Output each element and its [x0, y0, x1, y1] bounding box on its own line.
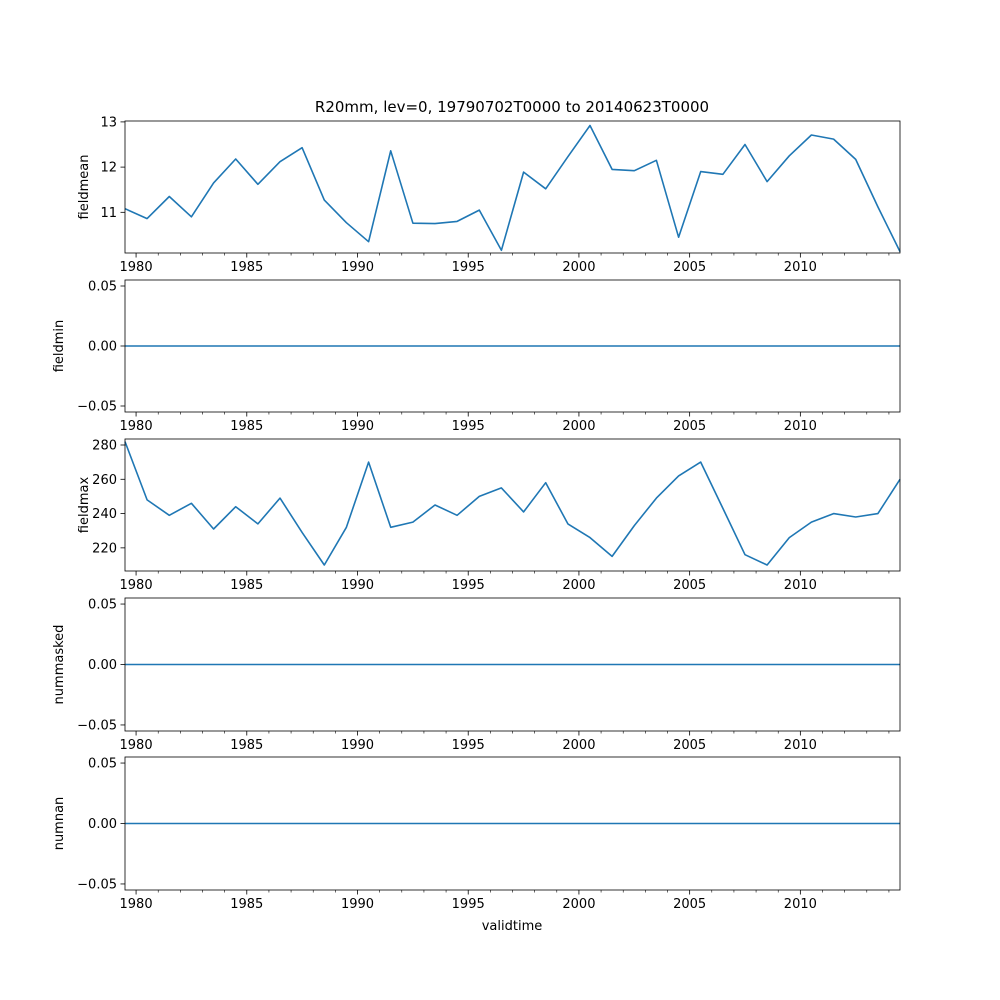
x-tick-label: 2010: [784, 260, 817, 275]
y-axis-label: fieldmin: [52, 320, 67, 373]
x-tick-label: 2005: [673, 738, 706, 753]
x-tick-label: 1990: [341, 419, 374, 434]
x-tick-label: 1995: [452, 738, 485, 753]
y-tick-label: −0.05: [77, 877, 117, 892]
y-tick-label: −0.05: [77, 400, 117, 415]
y-tick-label: 13: [100, 115, 117, 130]
x-tick-label: 1980: [120, 897, 153, 912]
plot-frame: [124, 279, 901, 413]
x-tick-label: 2005: [673, 260, 706, 275]
plot-frame: [124, 438, 901, 572]
plot-frame: [124, 120, 901, 254]
x-tick-label: 2000: [562, 738, 595, 753]
y-tick-label: 11: [100, 206, 117, 221]
x-tick-label: 2010: [784, 897, 817, 912]
x-tick-label: 1980: [120, 260, 153, 275]
x-tick-label: 1980: [120, 738, 153, 753]
subplots: 1980 1985 1990 1995 2000 2005 2010 11 12 13 fieldm…: [52, 115, 901, 912]
x-tick-label: 2005: [673, 419, 706, 434]
chart-title: R20mm, lev=0, 19790702T0000 to 20140623T…: [315, 98, 709, 116]
y-axis-label: numnan: [52, 797, 67, 851]
x-tick-label: 1990: [341, 897, 374, 912]
x-tick-label: 1980: [120, 578, 153, 593]
x-tick-label: 1985: [230, 419, 263, 434]
x-tick-label: 1995: [452, 578, 485, 593]
y-tick-label: 220: [92, 541, 117, 556]
y-tick-label: 260: [92, 473, 117, 488]
y-tick-label: 240: [92, 507, 117, 522]
series-line-fieldmax: [124, 441, 901, 566]
y-tick-label: 0.00: [88, 658, 117, 673]
x-tick-label: 1995: [452, 897, 485, 912]
x-tick-label: 2000: [562, 897, 595, 912]
x-tick-label: 1990: [341, 738, 374, 753]
x-tick-label: 2000: [562, 419, 595, 434]
y-tick-label: 0.00: [88, 340, 117, 355]
x-tick-label: 2005: [673, 897, 706, 912]
y-tick-label: 280: [92, 439, 117, 454]
x-tick-label: 2000: [562, 260, 595, 275]
x-tick-label: 2010: [784, 738, 817, 753]
y-tick-label: −0.05: [77, 718, 117, 733]
x-tick-label: 2000: [562, 578, 595, 593]
plot-frame: [124, 597, 901, 732]
x-tick-label: 1990: [341, 578, 374, 593]
x-tick-label: 1985: [230, 897, 263, 912]
x-tick-label: 1995: [452, 260, 485, 275]
series-line-fieldmean: [124, 124, 901, 252]
y-axis-label: fieldmax: [77, 477, 92, 534]
x-tick-label: 2010: [784, 419, 817, 434]
x-tick-label: 1985: [230, 738, 263, 753]
y-tick-label: 0.05: [88, 280, 117, 295]
y-tick-label: 0.05: [88, 598, 117, 613]
x-tick-label: 2010: [784, 578, 817, 593]
x-tick-label: 1995: [452, 419, 485, 434]
x-tick-label: 1985: [230, 260, 263, 275]
y-axis-label: fieldmean: [77, 155, 92, 220]
y-axis-label: nummasked: [52, 625, 67, 705]
x-tick-label: 1985: [230, 578, 263, 593]
x-tick-label: 2005: [673, 578, 706, 593]
x-tick-label: 1990: [341, 260, 374, 275]
x-tick-label: 1980: [120, 419, 153, 434]
x-axis-label: validtime: [482, 919, 543, 934]
y-tick-label: 12: [100, 161, 117, 176]
y-tick-label: 0.05: [88, 757, 117, 772]
plot-frame: [124, 756, 901, 891]
y-tick-label: 0.00: [88, 817, 117, 832]
